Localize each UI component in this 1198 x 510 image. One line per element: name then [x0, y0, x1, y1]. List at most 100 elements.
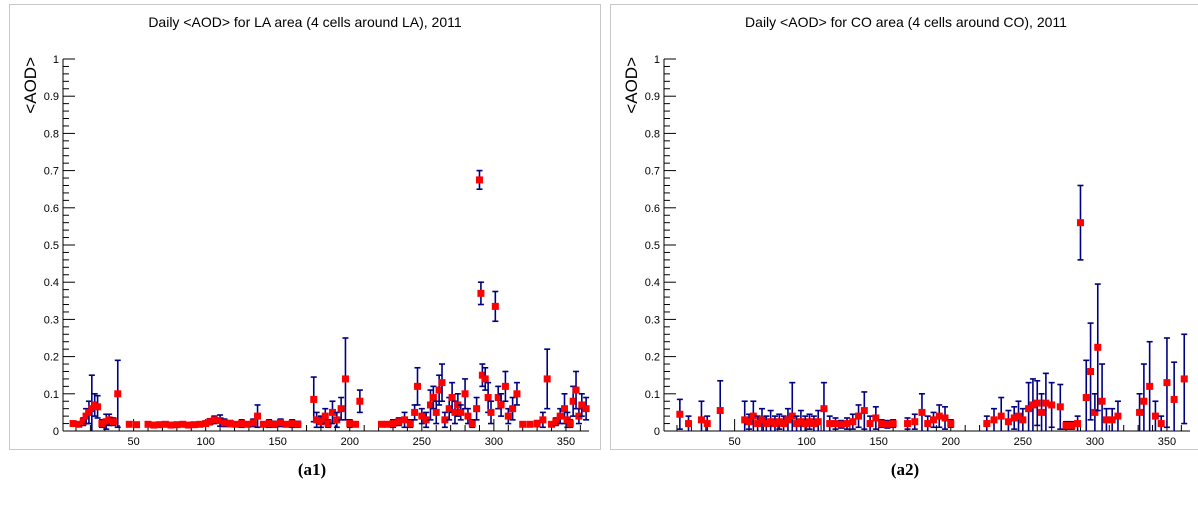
- data-point: [911, 418, 919, 426]
- data-point: [1029, 401, 1037, 409]
- data-point: [441, 416, 449, 424]
- data-point: [697, 416, 705, 424]
- data-point: [451, 408, 459, 416]
- data-point: [161, 420, 169, 428]
- data-point: [1025, 405, 1033, 413]
- data-point: [1048, 401, 1056, 409]
- data-point: [294, 420, 302, 428]
- data-point: [475, 176, 483, 184]
- data-point: [125, 420, 133, 428]
- data-point: [758, 416, 766, 424]
- data-point: [352, 420, 360, 428]
- data-point: [810, 420, 818, 428]
- x-tick-label: 200: [942, 436, 960, 448]
- data-point: [468, 420, 476, 428]
- data-point: [1091, 408, 1099, 416]
- data-point: [1136, 408, 1144, 416]
- data-point: [947, 420, 955, 428]
- data-point: [1108, 416, 1116, 424]
- data-point: [85, 408, 93, 416]
- y-tick-label: 0.2: [44, 352, 59, 364]
- data-point: [745, 418, 753, 426]
- data-point: [321, 412, 329, 420]
- x-tick-label: 250: [1014, 436, 1032, 448]
- x-tick-label: 100: [196, 436, 214, 448]
- data-point: [883, 420, 891, 428]
- data-point: [578, 401, 586, 409]
- y-tick-label: 0.4: [645, 277, 660, 289]
- data-point: [1062, 421, 1070, 429]
- data-point: [144, 420, 152, 428]
- x-tick-label: 150: [870, 436, 888, 448]
- data-point: [220, 419, 228, 427]
- data-point: [271, 420, 279, 428]
- data-point: [69, 420, 77, 428]
- data-point: [216, 417, 224, 425]
- data-point: [132, 421, 140, 429]
- data-point: [513, 390, 521, 398]
- data-point: [457, 408, 465, 416]
- data-point: [484, 394, 492, 402]
- data-point: [1068, 421, 1076, 429]
- x-tick-label: 50: [728, 436, 740, 448]
- data-point: [1094, 343, 1102, 351]
- data-point: [418, 412, 426, 420]
- data-point: [277, 419, 285, 427]
- y-tick-label: 0.8: [645, 128, 660, 140]
- data-point: [533, 420, 541, 428]
- y-tick-label: 0.1: [645, 389, 660, 401]
- data-point: [317, 418, 325, 426]
- data-point: [797, 418, 805, 426]
- y-tick-label: 0.7: [645, 166, 660, 178]
- data-point: [793, 420, 801, 428]
- data-point: [494, 394, 502, 402]
- data-point: [477, 289, 485, 297]
- data-point: [346, 420, 354, 428]
- data-point: [406, 420, 414, 428]
- y-tick-label: 0.7: [44, 166, 59, 178]
- chart-co-svg: Daily <AOD> for CO area (4 cells around …: [622, 14, 1190, 448]
- data-point: [860, 407, 868, 415]
- data-point: [872, 414, 880, 422]
- data-point: [167, 421, 175, 429]
- data-point: [767, 418, 775, 426]
- data-point: [941, 414, 949, 422]
- y-tick-label: 0.2: [645, 352, 660, 364]
- data-point: [328, 408, 336, 416]
- data-point: [184, 421, 192, 429]
- data-point: [414, 382, 422, 390]
- data-point: [1056, 403, 1064, 411]
- data-point: [784, 416, 792, 424]
- data-point: [548, 420, 556, 428]
- data-point: [435, 386, 443, 394]
- data-point: [1010, 414, 1018, 422]
- data-point: [924, 420, 932, 428]
- data-point: [232, 420, 240, 428]
- data-point: [487, 408, 495, 416]
- data-point: [383, 420, 391, 428]
- data-point: [501, 382, 509, 390]
- data-point: [1038, 408, 1046, 416]
- y-tick-label: 0: [654, 426, 660, 438]
- data-point: [684, 420, 692, 428]
- data-point: [814, 418, 822, 426]
- data-point: [98, 420, 106, 428]
- data-point: [313, 416, 321, 424]
- data-point: [88, 405, 96, 413]
- data-point: [310, 395, 318, 403]
- chart-title: Daily <AOD> for CO area (4 cells around …: [745, 14, 1067, 30]
- data-point: [238, 420, 246, 428]
- data-point: [552, 418, 560, 426]
- data-point: [226, 420, 234, 428]
- data-point: [1098, 397, 1106, 405]
- chart-la-svg: Daily <AOD> for LA area (4 cells around …: [21, 14, 590, 448]
- data-point: [1146, 382, 1154, 390]
- data-point: [1076, 219, 1084, 227]
- y-tick-label: 0.6: [44, 203, 59, 215]
- data-point: [509, 405, 517, 413]
- data-point: [333, 416, 341, 424]
- data-point: [82, 412, 90, 420]
- data-point: [935, 412, 943, 420]
- data-point: [337, 405, 345, 413]
- y-tick-label: 0.3: [44, 314, 59, 326]
